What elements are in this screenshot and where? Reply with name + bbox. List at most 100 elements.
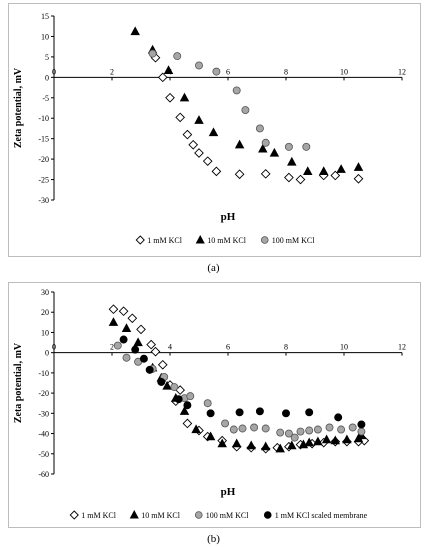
- x-axis-label: pH: [221, 211, 236, 223]
- data-point: [261, 424, 270, 433]
- data-point: [303, 166, 313, 175]
- data-point: [191, 424, 201, 434]
- data-point: [287, 440, 297, 450]
- x-tick-label: 4: [168, 343, 172, 352]
- y-tick-label: 0: [45, 73, 49, 82]
- data-point: [127, 313, 138, 324]
- data-point: [313, 436, 323, 446]
- caption-b: (b): [207, 533, 220, 545]
- data-point: [122, 353, 131, 362]
- data-point: [342, 434, 352, 444]
- legend-label: 100 mM KCl: [272, 236, 315, 245]
- data-point: [229, 425, 238, 434]
- data-point: [206, 409, 215, 418]
- data-point: [205, 431, 216, 441]
- data-point: [212, 67, 221, 76]
- data-point: [325, 423, 334, 432]
- legend-marker: [135, 235, 145, 245]
- data-point: [108, 317, 119, 326]
- data-point: [234, 169, 245, 180]
- legend-label: 100 mM KCl: [206, 511, 249, 520]
- x-tick-label: 8: [284, 343, 288, 352]
- data-point: [157, 72, 168, 83]
- caption-a: (a): [207, 262, 220, 274]
- data-point: [241, 106, 250, 115]
- data-point: [194, 115, 204, 124]
- data-point: [203, 399, 212, 408]
- data-point: [136, 324, 146, 335]
- y-tick-label: -5: [42, 94, 49, 103]
- data-point: [175, 112, 185, 123]
- data-point: [287, 156, 297, 166]
- data-point: [282, 409, 290, 418]
- data-point: [186, 392, 195, 401]
- x-tick-label: 6: [226, 67, 230, 76]
- data-point: [353, 173, 364, 184]
- legend-marker: [195, 235, 205, 244]
- data-point: [163, 65, 174, 74]
- x-tick-label: 10: [340, 343, 348, 352]
- y-tick-label: 10: [41, 32, 49, 41]
- data-point: [348, 423, 357, 432]
- y-tick-label: -25: [38, 176, 49, 185]
- y-axis-label: Zeta potential, mV: [13, 342, 24, 423]
- x-tick-label: 6: [226, 343, 230, 352]
- data-point: [284, 142, 293, 151]
- data-point: [305, 426, 314, 435]
- data-point: [357, 427, 366, 436]
- legend-label: 1 mM KCl: [147, 236, 182, 245]
- legend-marker: [129, 510, 139, 519]
- x-tick-label: 0: [52, 67, 56, 76]
- data-point: [269, 147, 280, 157]
- legend-label: 10 mM KCl: [207, 236, 246, 245]
- data-point: [232, 86, 241, 95]
- data-point: [157, 359, 168, 370]
- y-tick-label: -30: [38, 409, 49, 418]
- legend-marker: [263, 511, 272, 519]
- data-point: [260, 441, 271, 451]
- y-axis-label: Zeta potential, mV: [13, 67, 24, 148]
- data-point: [118, 306, 129, 317]
- y-tick-label: 5: [45, 53, 49, 62]
- data-point: [302, 142, 311, 151]
- data-point: [131, 345, 140, 354]
- data-point: [133, 337, 143, 347]
- data-point: [357, 420, 366, 429]
- data-point: [295, 174, 306, 185]
- data-point: [119, 335, 128, 344]
- data-point: [170, 383, 179, 392]
- data-point: [194, 148, 204, 158]
- data-point: [231, 438, 242, 448]
- data-point: [183, 401, 192, 410]
- data-point: [179, 406, 190, 415]
- data-point: [275, 443, 285, 453]
- data-point: [261, 138, 270, 147]
- y-tick-label: -50: [38, 450, 49, 459]
- data-point: [313, 425, 322, 434]
- y-tick-label: -30: [38, 196, 49, 205]
- y-tick-label: 30: [41, 288, 49, 297]
- y-tick-label: 20: [41, 308, 49, 317]
- legend-label: 1 mM KCl scaled membrane: [275, 511, 368, 520]
- data-point: [337, 425, 346, 434]
- y-tick-label: -20: [38, 155, 49, 164]
- data-point: [173, 52, 182, 61]
- y-tick-label: -40: [38, 430, 49, 439]
- data-point: [174, 395, 183, 404]
- data-point: [330, 435, 341, 445]
- data-point: [321, 434, 332, 444]
- data-point: [334, 413, 343, 422]
- data-point: [330, 170, 341, 181]
- data-point: [188, 139, 199, 150]
- y-tick-label: -10: [38, 114, 49, 123]
- y-tick-label: 15: [41, 12, 49, 21]
- data-point: [336, 164, 346, 173]
- data-point: [353, 162, 364, 171]
- y-tick-label: -60: [38, 470, 49, 479]
- y-tick-label: 10: [41, 328, 49, 337]
- y-tick-label: -15: [38, 135, 49, 144]
- x-axis-label: pH: [221, 486, 236, 498]
- data-point: [139, 354, 148, 363]
